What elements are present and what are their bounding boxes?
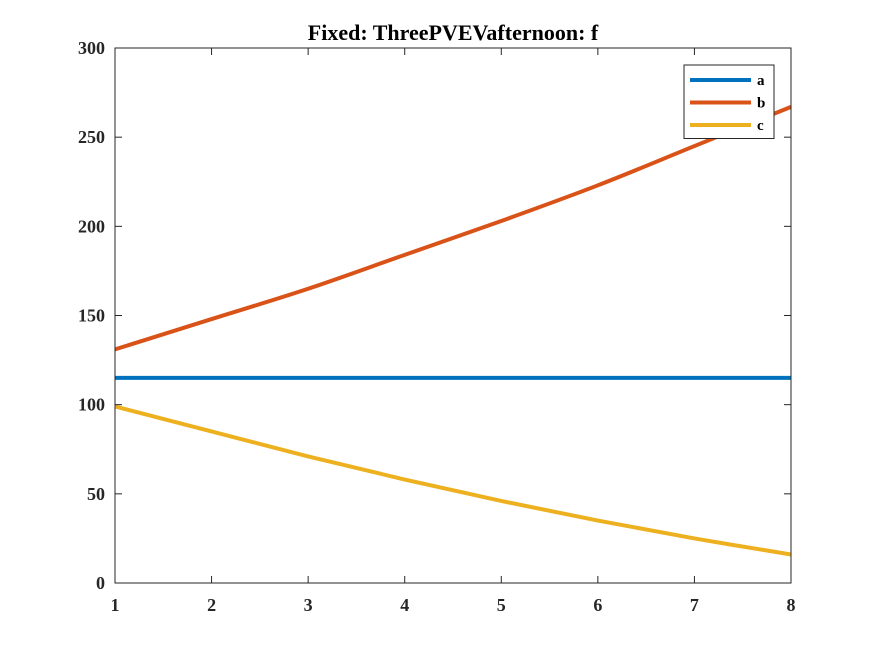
series-line-b	[114, 104, 792, 352]
plot-area	[114, 104, 792, 557]
x-tick-label: 4	[400, 595, 409, 615]
legend-label-b: b	[757, 96, 765, 112]
x-tick-label: 3	[304, 595, 313, 615]
x-tick-label: 7	[690, 595, 699, 615]
y-tick-label: 150	[78, 306, 105, 326]
y-tick-label: 0	[96, 573, 105, 593]
y-tick-label: 100	[78, 395, 105, 415]
legend-label-c: c	[757, 118, 764, 134]
chart-title: Fixed: ThreePVEVafternoon: f	[308, 20, 599, 45]
y-tick-label: 300	[78, 38, 105, 58]
x-tick-label: 6	[593, 595, 602, 615]
x-tick-label: 1	[111, 595, 120, 615]
x-tick-label: 2	[207, 595, 216, 615]
legend-label-a: a	[757, 73, 765, 89]
series-line-c	[114, 404, 792, 557]
x-tick-label: 8	[787, 595, 796, 615]
y-tick-label: 200	[78, 216, 105, 236]
axis-ticks: 1 2 3 4 5 6 7 8 0 50 100 150 200 250 300	[78, 38, 796, 615]
x-tick-label: 5	[497, 595, 506, 615]
legend: abc	[683, 64, 775, 139]
y-tick-label: 250	[78, 127, 105, 147]
y-tick-label: 50	[87, 484, 105, 504]
